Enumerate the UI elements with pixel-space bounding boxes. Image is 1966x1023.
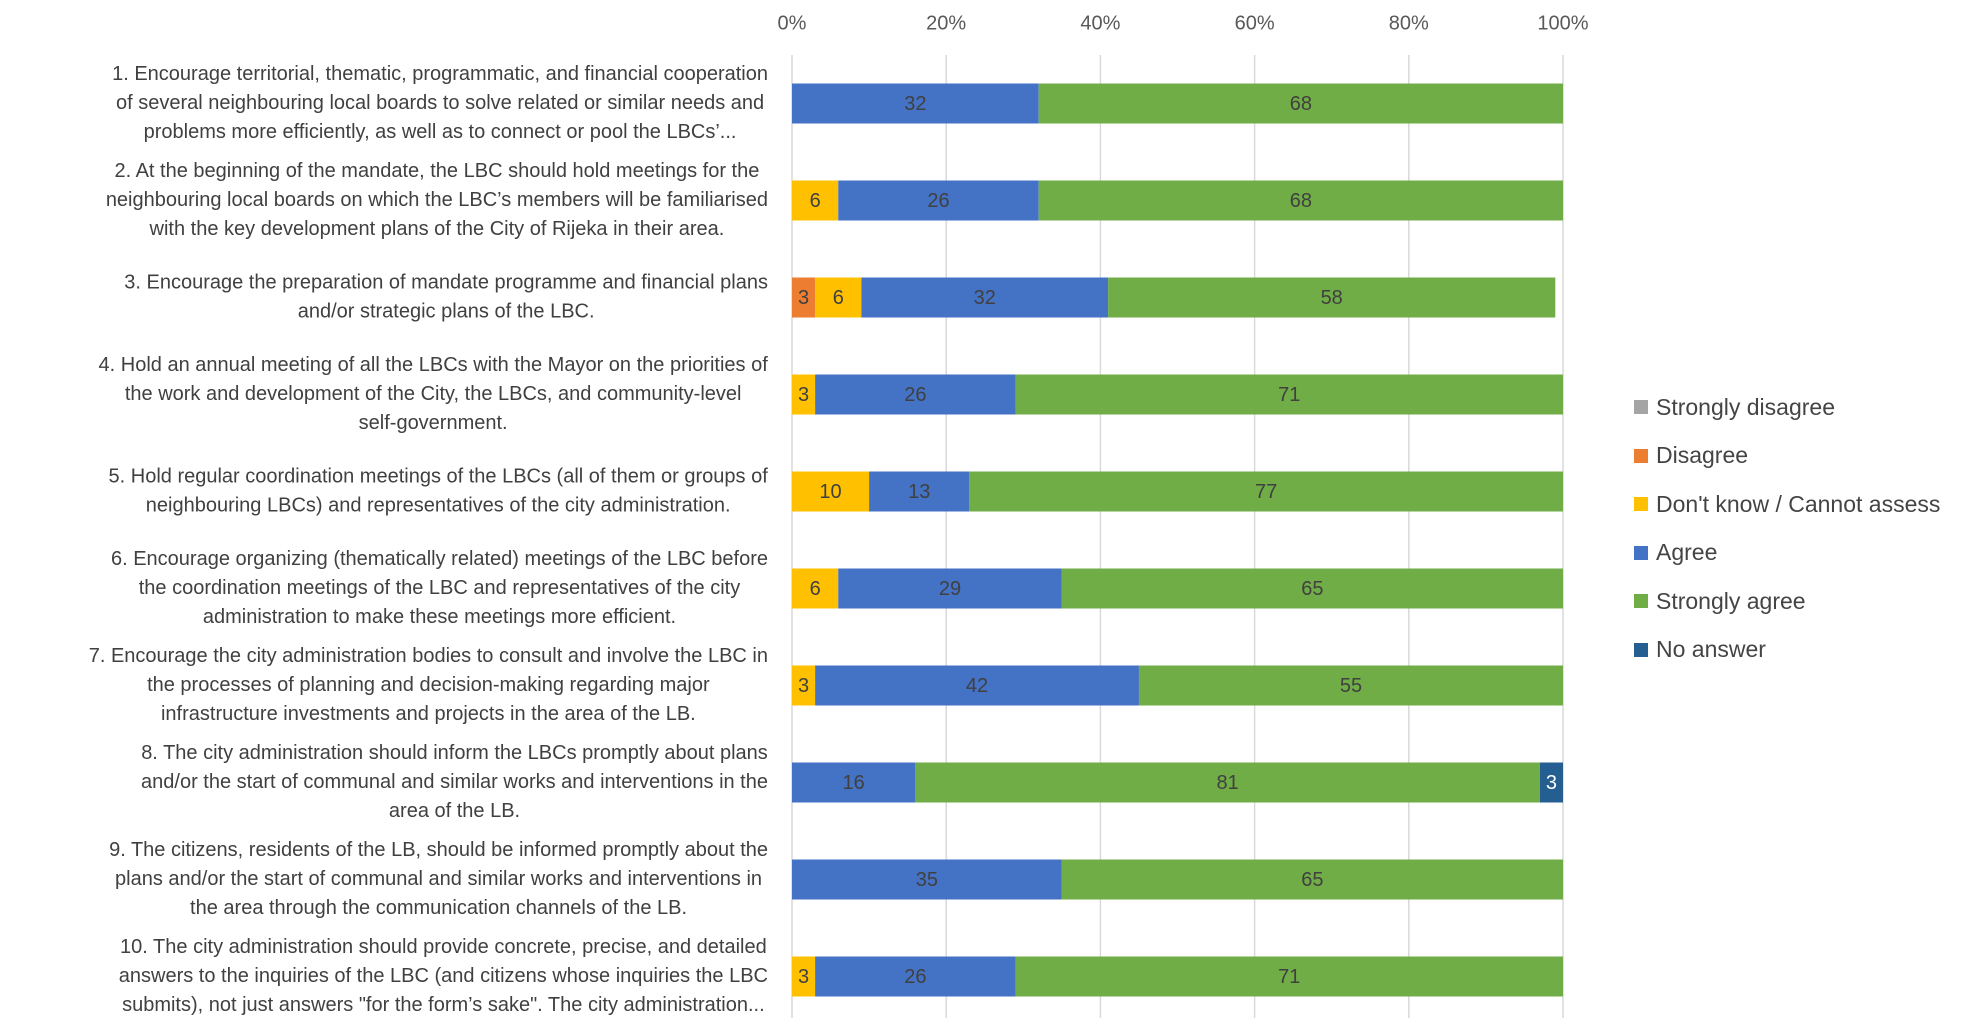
data-label: 29 <box>939 578 961 600</box>
bar-segment-agree <box>815 956 1016 997</box>
legend-label: Strongly agree <box>1656 587 1806 614</box>
bar-segment-agree <box>838 568 1062 609</box>
legend-item-disagree: Disagree <box>1634 432 1940 481</box>
data-label: 16 <box>843 772 865 794</box>
data-label: 71 <box>1278 384 1300 406</box>
x-tick-label: 40% <box>1080 12 1120 34</box>
legend-item-strongly-agree: Strongly agree <box>1634 577 1940 626</box>
bar-segment-agree <box>815 665 1139 706</box>
bar-segment-don-t-know-cannot-assess <box>792 180 839 221</box>
bar-segment-agree <box>815 374 1016 415</box>
data-label: 3 <box>798 966 809 988</box>
legend-label: Agree <box>1656 539 1718 566</box>
bar-segment-agree <box>838 180 1039 221</box>
legend-swatch <box>1634 594 1648 609</box>
bar-segment-don-t-know-cannot-assess <box>815 277 862 318</box>
legend-swatch <box>1634 642 1648 657</box>
legend-swatch <box>1634 400 1648 415</box>
legend: Strongly disagree Disagree Don't know / Ca… <box>1634 383 1940 674</box>
bar-segment-strongly-agree <box>1061 568 1563 609</box>
data-label: 3 <box>1546 772 1557 794</box>
bar-segment-strongly-agree <box>1108 277 1556 318</box>
bar-segment-agree <box>792 859 1062 900</box>
data-label: 65 <box>1301 578 1323 600</box>
category-label: 3. Encourage the preparation of mandate … <box>124 271 768 322</box>
category-label: 1. Encourage territorial, thematic, prog… <box>112 63 768 143</box>
legend-item-don-t-know-cannot-assess: Don't know / Cannot assess <box>1634 480 1940 529</box>
x-tick-label: 100% <box>1537 12 1588 34</box>
category-labels: 1. Encourage territorial, thematic, prog… <box>89 63 769 1016</box>
bar-segment-disagree <box>792 277 816 318</box>
data-label: 26 <box>927 190 949 212</box>
x-tick-label: 20% <box>926 12 966 34</box>
bar-segment-strongly-agree <box>1015 956 1563 997</box>
data-label: 3 <box>798 675 809 697</box>
data-label: 55 <box>1340 675 1362 697</box>
bars: 32 68 6 26 68 3 6 32 58 3 26 71 10 13 77 6 29 65 3 42 55 16 81… <box>792 83 1563 997</box>
bar-segment-don-t-know-cannot-assess <box>792 956 816 997</box>
legend-item-strongly-disagree: Strongly disagree <box>1634 383 1940 432</box>
data-label: 26 <box>904 966 926 988</box>
legend-label: Disagree <box>1656 442 1749 469</box>
bar-segment-strongly-agree <box>915 762 1540 803</box>
data-label: 26 <box>904 384 926 406</box>
category-label: 2. At the beginning of the mandate, the … <box>106 160 768 240</box>
bar-segment-strongly-agree <box>1061 859 1563 900</box>
data-label: 68 <box>1290 190 1312 212</box>
x-tick-label: 60% <box>1235 12 1275 34</box>
bar-segment-no-answer <box>1539 762 1563 803</box>
data-label: 10 <box>819 481 841 503</box>
category-label: 4. Hold an annual meeting of all the LBC… <box>99 354 769 434</box>
bar-segment-don-t-know-cannot-assess <box>792 665 816 706</box>
data-label: 6 <box>810 578 821 600</box>
bar-segment-agree <box>792 762 916 803</box>
category-label: 5. Hold regular coordination meetings of… <box>109 465 769 516</box>
bar-segment-strongly-agree <box>1015 374 1563 415</box>
data-label: 6 <box>810 190 821 212</box>
data-label: 77 <box>1255 481 1277 503</box>
data-label: 71 <box>1278 966 1300 988</box>
data-label: 68 <box>1290 93 1312 115</box>
category-label: 7. Encourage the city administration bod… <box>89 645 768 725</box>
bar-segment-don-t-know-cannot-assess <box>792 568 839 609</box>
legend-swatch <box>1634 545 1648 560</box>
data-label: 3 <box>798 287 809 309</box>
data-label: 13 <box>908 481 930 503</box>
legend-swatch <box>1634 448 1648 463</box>
bar-segment-strongly-agree <box>1038 83 1563 124</box>
legend-label: Don't know / Cannot assess <box>1656 490 1941 517</box>
legend-swatch <box>1634 497 1648 512</box>
legend-item-no-answer: No answer <box>1634 626 1940 675</box>
data-label: 35 <box>916 869 938 891</box>
data-label: 32 <box>974 287 996 309</box>
data-label: 65 <box>1301 869 1323 891</box>
bar-segment-don-t-know-cannot-assess <box>792 374 816 415</box>
bar-segment-strongly-agree <box>969 471 1563 512</box>
bar-segment-strongly-agree <box>1038 180 1563 221</box>
x-tick-label: 0% <box>778 12 807 34</box>
bar-segment-agree <box>861 277 1109 318</box>
bar-segment-agree <box>869 471 970 512</box>
data-label: 3 <box>798 384 809 406</box>
legend-item-agree: Agree <box>1634 529 1940 578</box>
data-label: 32 <box>904 93 926 115</box>
x-tick-label: 80% <box>1389 12 1429 34</box>
x-axis-tick-labels: 0% 20% 40% 60% 80% 100% <box>778 12 1589 34</box>
legend-label: Strongly disagree <box>1656 393 1835 420</box>
bar-segment-agree <box>792 83 1039 124</box>
data-label: 42 <box>966 675 988 697</box>
category-label: 10. The city administration should provi… <box>119 936 768 1016</box>
legend-label: No answer <box>1656 636 1766 663</box>
category-label: 8. The city administration should inform… <box>141 742 768 822</box>
category-label: 9. The citizens, residents of the LB, sh… <box>109 839 768 919</box>
category-label: 6. Encourage organizing (thematically re… <box>111 548 768 628</box>
bar-segment-strongly-agree <box>1138 665 1563 706</box>
bar-segment-don-t-know-cannot-assess <box>792 471 870 512</box>
data-label: 81 <box>1216 772 1238 794</box>
data-label: 6 <box>833 287 844 309</box>
data-label: 58 <box>1321 287 1343 309</box>
